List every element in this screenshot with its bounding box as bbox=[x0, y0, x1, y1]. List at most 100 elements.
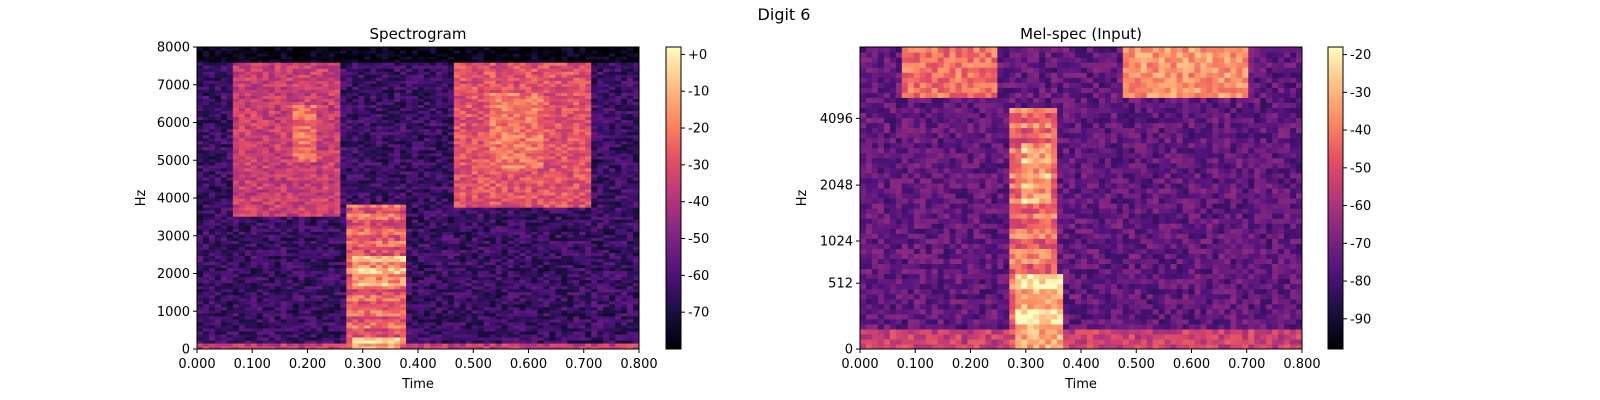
heatmap-cell bbox=[220, 342, 228, 347]
heatmap-cell bbox=[447, 219, 455, 223]
heatmap-cell bbox=[507, 276, 515, 281]
heatmap-cell bbox=[400, 300, 407, 305]
heatmap-cell bbox=[346, 207, 353, 211]
heatmap-cell bbox=[585, 291, 592, 296]
heatmap-cell bbox=[441, 318, 449, 323]
heatmap-cell bbox=[519, 312, 527, 317]
heatmap-cell bbox=[232, 300, 240, 305]
heatmap-cell bbox=[567, 243, 574, 247]
heatmap-cell bbox=[489, 312, 497, 317]
heatmap-cell bbox=[435, 309, 443, 314]
heatmap-cell bbox=[447, 161, 455, 166]
heatmap-cell bbox=[400, 306, 407, 311]
heatmap-cell bbox=[423, 294, 431, 299]
heatmap-cell bbox=[340, 294, 347, 299]
heatmap-cell bbox=[561, 252, 568, 256]
heatmap-cell bbox=[280, 288, 288, 293]
heatmap-cell bbox=[274, 240, 282, 244]
heatmap-cell bbox=[232, 198, 240, 202]
heatmap-cell bbox=[555, 146, 562, 151]
heatmap-cell bbox=[412, 282, 419, 287]
heatmap-cell bbox=[609, 234, 616, 238]
heatmap-cell bbox=[435, 179, 443, 184]
heatmap-cell bbox=[429, 285, 437, 290]
heatmap-cell bbox=[370, 318, 377, 323]
heatmap-cell bbox=[346, 194, 353, 199]
heatmap-cell bbox=[316, 285, 324, 290]
heatmap-cell bbox=[376, 312, 383, 317]
heatmap-cell bbox=[597, 246, 604, 250]
heatmap-cell bbox=[525, 164, 533, 169]
heatmap-cell bbox=[340, 158, 347, 163]
heatmap-cell bbox=[394, 309, 401, 314]
heatmap-cell bbox=[483, 249, 491, 253]
heatmap-cell bbox=[567, 336, 574, 341]
heatmap-cell bbox=[567, 167, 574, 172]
heatmap-cell bbox=[340, 276, 347, 281]
heatmap-cell bbox=[376, 182, 383, 187]
heatmap-cell bbox=[412, 158, 419, 163]
heatmap-cell bbox=[202, 303, 210, 308]
heatmap-cell bbox=[447, 312, 455, 317]
heatmap-cell bbox=[418, 264, 425, 269]
heatmap-cell bbox=[334, 210, 341, 214]
heatmap-cell bbox=[280, 339, 288, 344]
heatmap-cell bbox=[585, 249, 592, 253]
heatmap-cell bbox=[232, 297, 240, 302]
heatmap-cell bbox=[232, 318, 240, 323]
heatmap-cell bbox=[585, 270, 592, 275]
heatmap-cell bbox=[537, 216, 545, 220]
heatmap-cell bbox=[220, 228, 228, 232]
heatmap-cell bbox=[256, 336, 264, 341]
heatmap-cell bbox=[489, 201, 497, 205]
heatmap-cell bbox=[573, 225, 580, 229]
heatmap-cell bbox=[256, 291, 264, 296]
heatmap-cell bbox=[304, 303, 312, 308]
heatmap-cell bbox=[561, 173, 568, 178]
heatmap-cell bbox=[435, 149, 443, 154]
heatmap-cell bbox=[507, 333, 515, 338]
heatmap-cell bbox=[543, 167, 550, 172]
heatmap-cell bbox=[274, 207, 282, 211]
heatmap-cell bbox=[388, 167, 395, 172]
heatmap-cell bbox=[537, 264, 545, 269]
heatmap-cell bbox=[322, 297, 329, 302]
heatmap-cell bbox=[501, 198, 509, 202]
heatmap-cell bbox=[358, 297, 365, 302]
heatmap-cell bbox=[328, 309, 335, 314]
heatmap-cell bbox=[453, 207, 461, 211]
heatmap-cell bbox=[334, 191, 341, 196]
heatmap-cell bbox=[543, 267, 550, 272]
heatmap-cell bbox=[531, 155, 539, 160]
heatmap-cell bbox=[394, 255, 401, 259]
heatmap-cell bbox=[609, 291, 616, 296]
heatmap-cell bbox=[423, 342, 431, 347]
heatmap-cell bbox=[543, 161, 550, 166]
heatmap-cell bbox=[501, 228, 509, 232]
heatmap-cell bbox=[507, 225, 515, 229]
heatmap-cell bbox=[364, 149, 371, 154]
heatmap-cell bbox=[406, 321, 413, 326]
heatmap-cell bbox=[304, 173, 312, 178]
heatmap-cell bbox=[370, 149, 377, 154]
heatmap-cell bbox=[388, 161, 395, 166]
heatmap-cell bbox=[250, 194, 258, 199]
heatmap-cell bbox=[394, 158, 401, 163]
heatmap-cell bbox=[292, 146, 300, 151]
heatmap-cell bbox=[591, 185, 598, 190]
heatmap-cell bbox=[459, 327, 467, 332]
heatmap-cell bbox=[585, 170, 592, 175]
heatmap-cell bbox=[483, 279, 491, 284]
heatmap-cell bbox=[298, 198, 306, 202]
heatmap-cell bbox=[352, 222, 359, 226]
heatmap-cell bbox=[388, 207, 395, 211]
heatmap-cell bbox=[597, 321, 604, 326]
heatmap-cell bbox=[322, 191, 329, 196]
heatmap-cell bbox=[441, 282, 449, 287]
heatmap-cell bbox=[322, 312, 329, 317]
heatmap-cell bbox=[244, 327, 252, 332]
heatmap-cell bbox=[197, 231, 204, 235]
heatmap-cell bbox=[370, 216, 377, 220]
heatmap-cell bbox=[250, 339, 258, 344]
heatmap-cell bbox=[214, 237, 222, 241]
